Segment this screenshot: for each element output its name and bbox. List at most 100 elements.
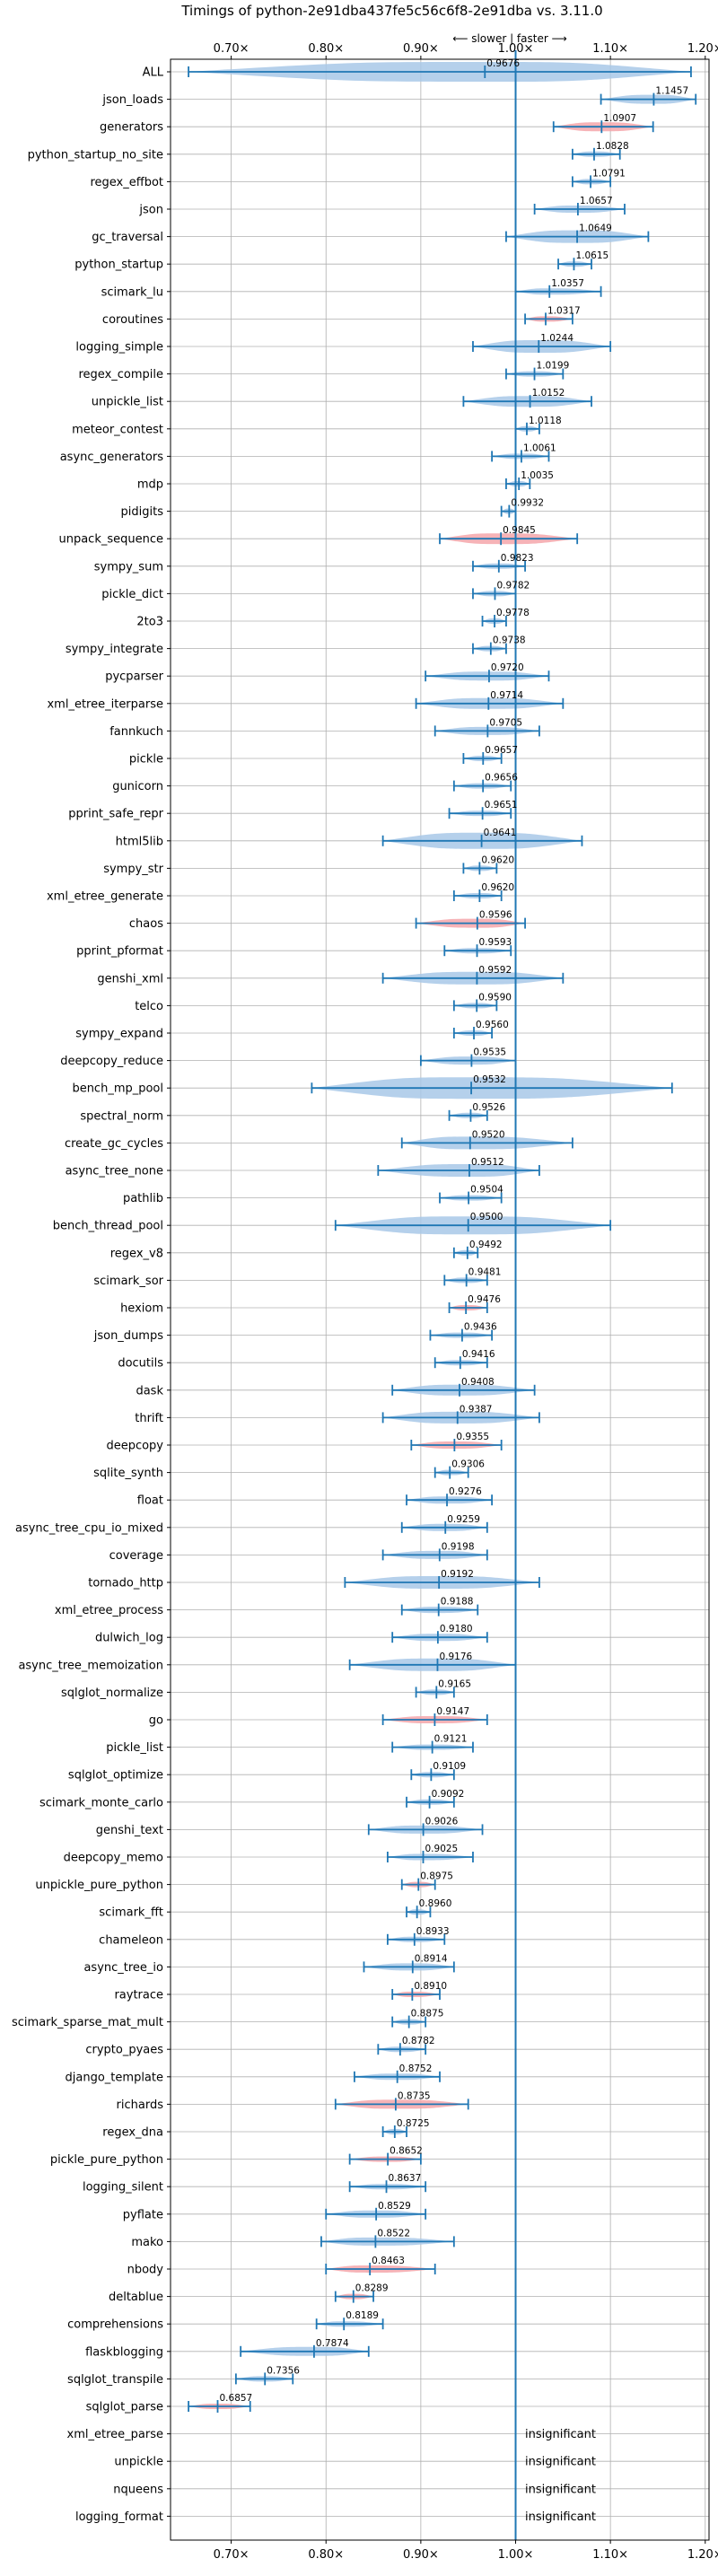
value-label: 0.9121 [434, 1734, 468, 1745]
benchmark-name: gunicorn [112, 780, 163, 793]
value-label: 1.1457 [655, 86, 688, 97]
value-label: 0.9092 [432, 1789, 465, 1800]
value-label: 0.9500 [470, 1212, 503, 1222]
value-label: 0.9705 [489, 717, 522, 728]
benchmark-name: pickle [129, 753, 163, 767]
benchmark-name: pathlib [123, 1192, 163, 1205]
benchmark-name: create_gc_cycles [65, 1137, 163, 1151]
benchmark-name: logging_format [75, 2510, 163, 2524]
value-label: 0.8960 [419, 1898, 452, 1909]
value-label: 1.0649 [579, 223, 612, 234]
value-label: 0.9026 [425, 1816, 459, 1827]
benchmark-name: sqlite_synth [93, 1467, 163, 1480]
value-label: 0.9526 [472, 1102, 505, 1113]
benchmark-name: json_dumps [93, 1329, 163, 1343]
value-label: 0.9738 [493, 635, 526, 646]
value-label: 0.9560 [476, 1020, 509, 1030]
benchmark-name: scimark_sor [93, 1275, 163, 1288]
x-tick-label-bottom: 0.80× [308, 2548, 344, 2562]
x-tick-label-top: 0.80× [308, 42, 344, 56]
value-label: 0.8637 [389, 2173, 422, 2184]
benchmark-name: pyflate [123, 2208, 163, 2221]
benchmark-name: regex_v8 [110, 1247, 163, 1260]
benchmark-name: python_startup_no_site [28, 148, 163, 162]
x-tick-label-top: 1.00× [498, 42, 534, 56]
value-label: 1.0357 [551, 278, 584, 289]
x-tick-label-top: 0.90× [403, 42, 439, 56]
value-label: 0.9656 [485, 773, 518, 784]
x-tick-label-bottom: 0.70× [214, 2548, 250, 2562]
value-label: 0.9188 [441, 1597, 474, 1608]
benchmark-name: pprint_safe_repr [68, 808, 163, 821]
value-label: 0.9532 [473, 1074, 506, 1085]
benchmark-name: docutils [118, 1357, 163, 1371]
x-tick-label-top: 1.20× [687, 42, 718, 56]
benchmark-name: html5lib [116, 835, 163, 848]
value-label: 0.7356 [267, 2365, 300, 2376]
benchmark-name: comprehensions [67, 2318, 163, 2332]
benchmark-name: sympy_sum [94, 560, 163, 574]
value-label: 0.8735 [398, 2090, 431, 2101]
value-label: 0.8910 [414, 1981, 447, 1992]
value-label: 0.9932 [511, 498, 544, 509]
benchmark-name: sqlglot_normalize [61, 1687, 163, 1700]
value-label: 0.9387 [460, 1404, 493, 1415]
value-label: 1.0907 [603, 113, 636, 124]
benchmark-name: django_template [66, 2071, 163, 2084]
benchmark-name: async_tree_memoization [18, 1659, 163, 1672]
value-label: 1.0244 [540, 333, 574, 344]
benchmark-name: deepcopy_reduce [60, 1055, 163, 1068]
benchmark-name: crypto_pyaes [85, 2044, 163, 2057]
value-label: 0.9147 [436, 1706, 469, 1717]
value-label: 0.7874 [316, 2338, 349, 2349]
benchmark-name: sqlglot_parse [86, 2401, 163, 2414]
value-label: 0.9620 [481, 882, 514, 893]
benchmark-name: async_tree_none [66, 1165, 163, 1178]
benchmark-name: deltablue [109, 2291, 163, 2304]
chart-title: Timings of python-2e91dba437fe5c56c6f8-2… [180, 3, 602, 19]
benchmark-name: bench_thread_pool [53, 1220, 163, 1233]
value-label: 0.9436 [464, 1322, 497, 1333]
value-label: 0.9180 [440, 1624, 473, 1634]
benchmark-name: chameleon [99, 1933, 163, 1947]
value-label: 0.9592 [478, 965, 512, 976]
x-tick-label-bottom: 0.90× [403, 2548, 439, 2562]
benchmark-name: deepcopy [106, 1440, 163, 1453]
benchmark-name: pickle_list [106, 1741, 163, 1755]
benchmark-name: chaos [129, 917, 163, 931]
value-label: 1.0828 [596, 141, 629, 152]
benchmark-name: xml_etree_process [55, 1604, 163, 1617]
value-label: 0.9504 [470, 1185, 503, 1196]
value-label: 0.8463 [372, 2256, 405, 2266]
benchmark-name: hexiom [120, 1302, 163, 1316]
value-label: 0.9512 [471, 1157, 504, 1168]
value-label: 0.9408 [461, 1377, 495, 1388]
value-label: 0.9590 [478, 992, 512, 1003]
value-label: 0.9416 [462, 1349, 495, 1360]
benchmark-name: json [138, 204, 163, 217]
benchmark-name: fannkuch [109, 725, 163, 739]
value-label: 0.8914 [415, 1953, 448, 1964]
value-label: 0.9657 [485, 745, 518, 756]
benchmark-name: pprint_pformat [76, 945, 163, 959]
value-label: 0.9176 [439, 1652, 472, 1662]
benchmark-name: logging_silent [83, 2181, 163, 2195]
value-label: 1.0657 [580, 196, 613, 206]
value-label: 0.8189 [346, 2310, 379, 2321]
x-tick-label-top: 1.10× [592, 42, 628, 56]
value-label: 0.9823 [501, 553, 534, 564]
benchmark-name: go [149, 1714, 163, 1728]
value-label: 0.9782 [496, 580, 530, 591]
benchmark-name: xml_etree_iterparse [47, 697, 163, 711]
value-label: 1.0199 [537, 361, 570, 372]
benchmark-name: coroutines [102, 313, 163, 327]
benchmark-name: scimark_sparse_mat_mult [12, 2016, 163, 2029]
benchmark-name: deepcopy_memo [64, 1852, 163, 1865]
insignificant-label: insignificant [525, 2456, 596, 2469]
benchmark-name: genshi_text [96, 1824, 163, 1837]
value-label: 0.9676 [486, 58, 520, 69]
value-label: 1.0152 [532, 388, 565, 399]
benchmark-name: tornado_http [88, 1577, 163, 1590]
grid-layer [167, 56, 709, 2544]
